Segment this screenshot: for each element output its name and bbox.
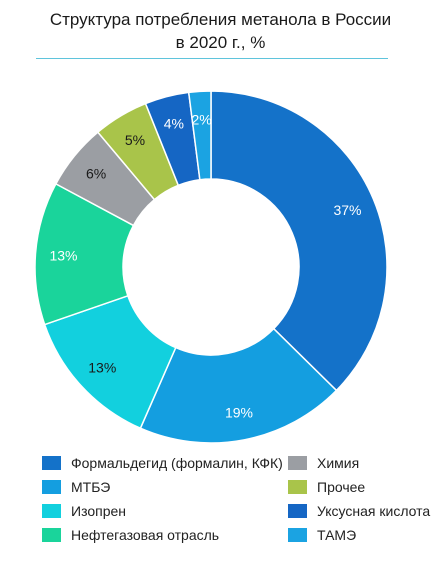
slice-value-label: 37% bbox=[333, 202, 361, 218]
legend-item: Изопрен bbox=[42, 501, 126, 521]
slice-value-label: 4% bbox=[164, 116, 184, 132]
legend-item: Формальдегид (формалин, КФК) bbox=[42, 453, 283, 473]
chart-title-line-2: в 2020 г., % bbox=[175, 33, 266, 52]
legend-label: Нефтегазовая отрасль bbox=[71, 527, 220, 543]
legend-swatch bbox=[288, 480, 307, 494]
legend-label: МТБЭ bbox=[71, 479, 111, 495]
legend-label: Формальдегид (формалин, КФК) bbox=[71, 455, 283, 471]
donut-slice bbox=[210, 90, 388, 392]
chart-title: Структура потребления метанола в России … bbox=[0, 8, 441, 54]
slice-value-label: 13% bbox=[49, 247, 77, 263]
legend-label: Прочее bbox=[317, 479, 366, 495]
slice-value-label: 13% bbox=[88, 359, 116, 375]
legend-label: Изопрен bbox=[71, 503, 126, 519]
legend-swatch bbox=[42, 504, 61, 518]
chart-title-line-1: Структура потребления метанола в России bbox=[49, 10, 392, 29]
donut-slice bbox=[139, 327, 338, 444]
legend-label: Химия bbox=[317, 455, 360, 471]
legend-swatch bbox=[42, 480, 61, 494]
legend-item: Химия bbox=[288, 453, 359, 473]
legend-label: ТАМЭ bbox=[317, 527, 357, 543]
legend-item: ТАМЭ bbox=[288, 525, 356, 545]
slice-value-label: 19% bbox=[225, 404, 253, 420]
legend-item: Прочее bbox=[288, 477, 365, 497]
legend-swatch bbox=[288, 528, 307, 542]
legend-item: Уксусная кислота bbox=[288, 501, 430, 521]
legend-item: Нефтегазовая отрасль bbox=[42, 525, 219, 545]
legend-swatch bbox=[288, 504, 307, 518]
chart-legend: Формальдегид (формалин, КФК) МТБЭ Изопрен Н… bbox=[0, 453, 441, 563]
legend-item: МТБЭ bbox=[42, 477, 110, 497]
donut-slice bbox=[187, 90, 212, 181]
legend-swatch bbox=[42, 456, 61, 470]
legend-swatch bbox=[42, 528, 61, 542]
donut-chart: 37% 19% 13% 13% 6% 5% 4% 2% bbox=[34, 90, 388, 444]
slice-value-label: 2% bbox=[191, 111, 211, 127]
slice-value-label: 5% bbox=[125, 132, 145, 148]
slice-value-label: 6% bbox=[86, 166, 106, 182]
legend-swatch bbox=[288, 456, 307, 470]
title-divider bbox=[36, 58, 388, 59]
legend-label: Уксусная кислота bbox=[317, 503, 431, 519]
